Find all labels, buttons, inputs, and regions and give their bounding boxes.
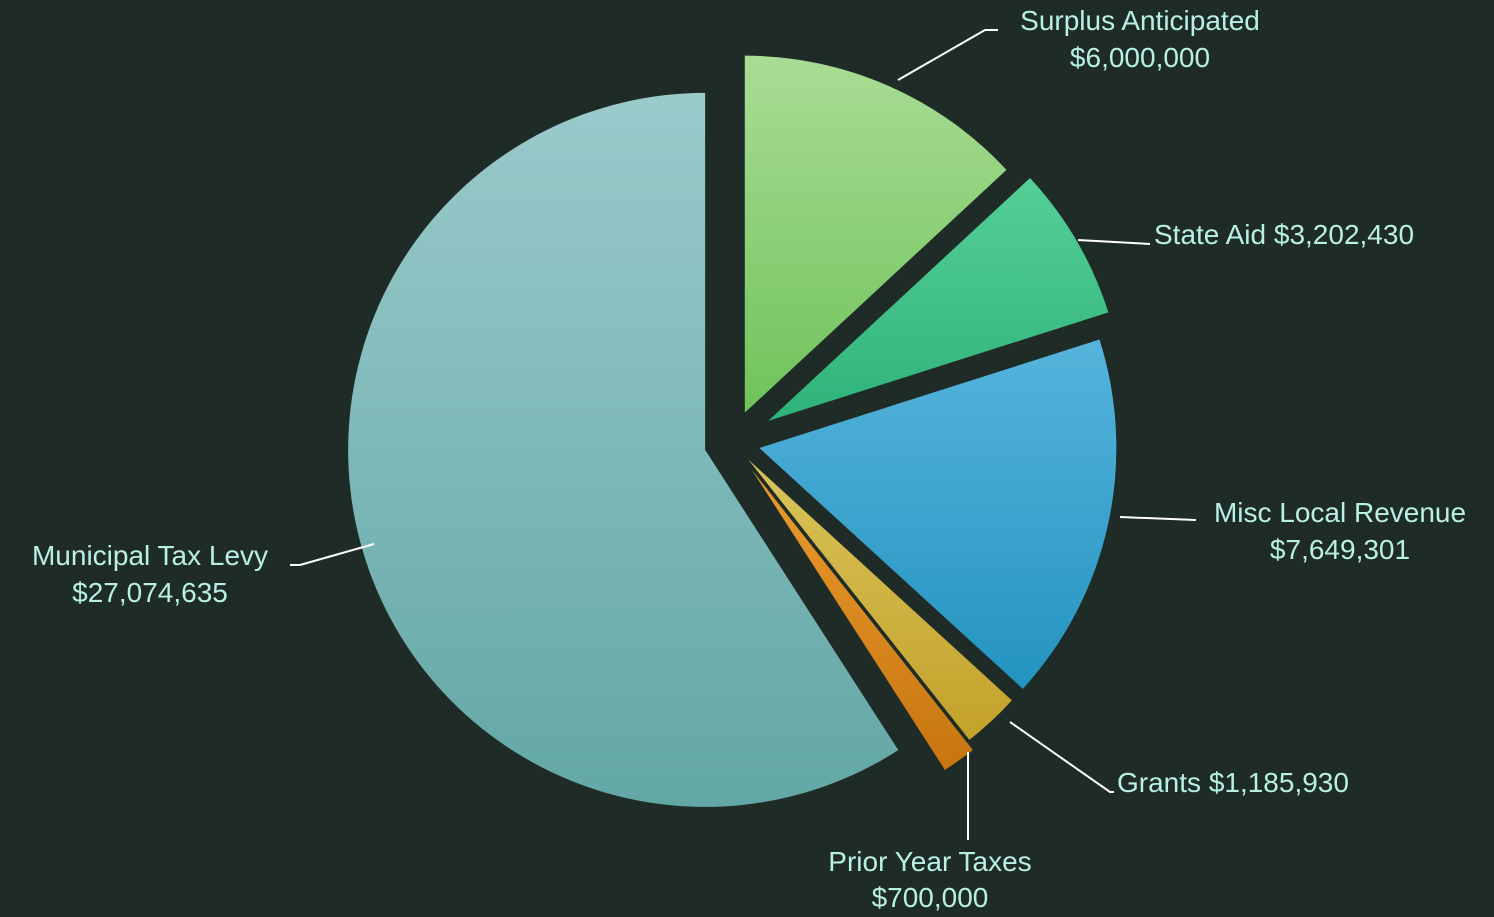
label-surplus-value: $6,000,000 <box>1070 42 1210 73</box>
pie-slice-municipal-tax-levy <box>348 92 899 807</box>
pie-slice-state-aid <box>768 178 1109 421</box>
label-prior-value: $700,000 <box>872 882 989 913</box>
label-levy-value: $27,074,635 <box>72 577 228 608</box>
label-misc-value: $7,649,301 <box>1270 534 1410 565</box>
pie-slice-grants <box>748 459 1012 740</box>
label-grants: Grants $1,185,930 <box>1117 767 1349 798</box>
label-prior-name: Prior Year Taxes <box>828 846 1031 877</box>
label-state-aid-value: $3,202,430 <box>1274 219 1414 250</box>
pie-slice-misc-local-revenue <box>759 339 1117 689</box>
label-state-aid-name: State Aid <box>1154 219 1266 250</box>
label-grants-name: Grants <box>1117 767 1201 798</box>
leader-line-state-aid <box>1077 239 1151 245</box>
leader-line-grants <box>1009 721 1114 793</box>
pie-slice-prior-year-taxes <box>751 469 973 770</box>
label-surplus-name: Surplus Anticipated <box>1020 5 1260 36</box>
leader-line-surplus <box>897 29 998 81</box>
label-grants-value: $1,185,930 <box>1209 767 1349 798</box>
label-levy-name: Municipal Tax Levy <box>32 540 268 571</box>
leader-line-misc-local-revenue <box>1119 516 1197 521</box>
label-state-aid: State Aid $3,202,430 <box>1154 219 1414 250</box>
pie-slice-surplus <box>744 55 1007 413</box>
leader-line-municipal-tax-levy <box>290 543 375 566</box>
label-misc-name: Misc Local Revenue <box>1214 497 1466 528</box>
